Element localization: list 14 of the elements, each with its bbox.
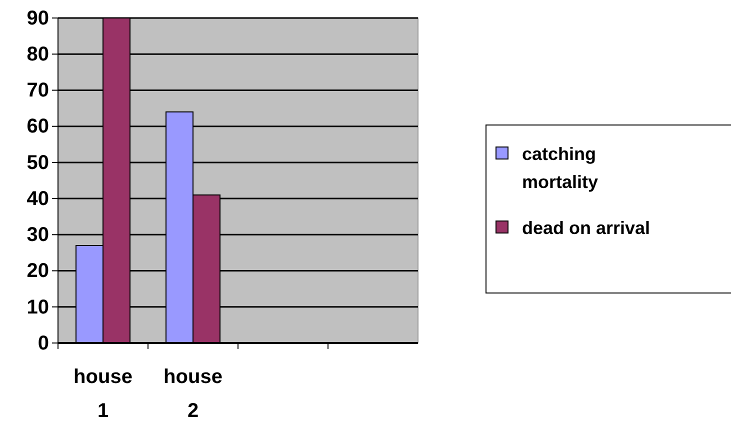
x-tick-label: house 2 xyxy=(164,366,222,422)
y-tick-label: 30 xyxy=(26,224,49,246)
y-tick-label: 80 xyxy=(26,44,49,66)
y-tick-label: 70 xyxy=(26,80,49,102)
y-tick-label: 50 xyxy=(26,152,49,174)
y-tick-label: 10 xyxy=(26,296,49,318)
y-tick-label: 60 xyxy=(26,116,49,138)
legend-label: catching mortality xyxy=(522,144,598,192)
y-tick-label: 90 xyxy=(26,7,49,30)
y-tick-label: 40 xyxy=(26,188,49,210)
y-tick-label: 20 xyxy=(26,260,49,282)
y-tick-label: 0 xyxy=(38,332,49,354)
legend-label: dead on arrival xyxy=(522,218,650,238)
x-tick-label: house 1 xyxy=(74,366,132,422)
